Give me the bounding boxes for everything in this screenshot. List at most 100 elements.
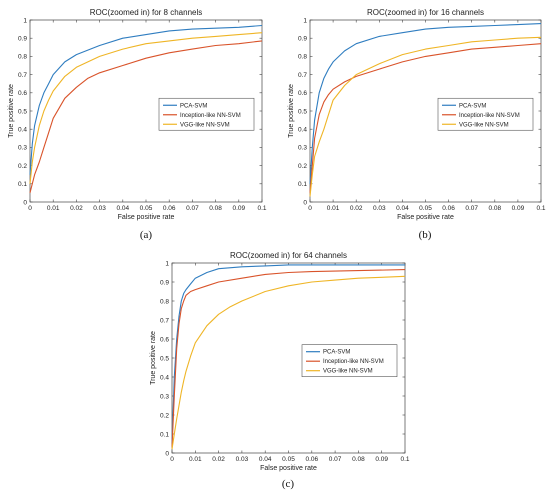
x-tick-label: 0 <box>170 456 174 463</box>
legend-label: VGG-like NN-SVM <box>459 122 509 128</box>
y-tick-label: 0.6 <box>160 336 169 343</box>
series-line-3 <box>29 32 263 184</box>
x-tick-label: 0.06 <box>163 205 176 212</box>
x-tick-label: 0.1 <box>536 205 545 212</box>
series-line-1 <box>309 23 542 184</box>
x-tick-label: 0.01 <box>327 205 340 212</box>
y-tick-label: 0.5 <box>298 108 307 115</box>
x-tick-label: 0.03 <box>93 205 106 212</box>
chart-title: ROC(zoomed in) for 64 channels <box>230 251 347 260</box>
y-tick-label: 0.3 <box>298 145 307 152</box>
y-tick-label: 0.8 <box>160 298 169 305</box>
series-line-2 <box>29 40 263 194</box>
x-axis-label: False positive rate <box>260 465 317 472</box>
series-line-2 <box>309 43 542 193</box>
y-tick-label: 0.2 <box>18 163 27 170</box>
chart-panel-3: ROC(zoomed in) for 64 channels 0 0.01 0.02 0… <box>150 251 410 490</box>
y-tick-label: 0.8 <box>18 54 27 61</box>
x-tick-label: 0.1 <box>257 205 266 212</box>
y-tick-label: 0.4 <box>18 127 27 134</box>
legend-label: VGG-like NN-SVM <box>323 369 373 375</box>
legend-label: VGG-like NN-SVM <box>180 122 230 128</box>
y-tick-label: 0.3 <box>160 393 169 400</box>
y-tick-label: 0 <box>165 450 169 457</box>
series-line-1 <box>29 24 263 175</box>
x-tick-label: 0.04 <box>259 456 272 463</box>
y-axis-label: True positive rate <box>150 331 157 385</box>
x-tick-label: 0.1 <box>400 456 409 463</box>
y-tick-label: 0.1 <box>160 431 169 438</box>
x-tick-label: 0.02 <box>212 456 225 463</box>
x-tick-label: 0.03 <box>236 456 249 463</box>
y-tick-label: 0.9 <box>160 279 169 286</box>
y-axis-label: True positive rate <box>8 84 15 138</box>
x-tick-label: 0 <box>308 205 312 212</box>
x-tick-label: 0.05 <box>282 456 295 463</box>
legend: PCA-SVM Inception-like NN-SVM VGG-like NN-… <box>437 97 534 131</box>
x-tick-label: 0.09 <box>375 456 388 463</box>
panel-caption: (c) <box>282 478 295 490</box>
y-tick-label: 0.7 <box>18 72 27 79</box>
y-tick-label: 0.9 <box>18 36 27 43</box>
x-tick-label: 0.08 <box>352 456 365 463</box>
y-tick-label: 0.6 <box>298 90 307 97</box>
legend-label: Inception-like NN-SVM <box>180 113 241 119</box>
y-tick-label: 0.7 <box>160 317 169 324</box>
x-tick-label: 0.09 <box>512 205 525 212</box>
x-tick-label: 0.01 <box>47 205 60 212</box>
series-line-1 <box>171 264 405 444</box>
x-tick-label: 0.09 <box>232 205 245 212</box>
y-tick-label: 0.6 <box>18 90 27 97</box>
x-axis-label: False positive rate <box>118 214 175 221</box>
x-tick-label: 0.07 <box>186 205 199 212</box>
panel-caption: (b) <box>419 229 432 241</box>
y-tick-label: 0.4 <box>160 374 169 381</box>
y-tick-label: 0.2 <box>160 412 169 419</box>
y-tick-label: 0.5 <box>18 108 27 115</box>
x-tick-label: 0.05 <box>419 205 432 212</box>
x-tick-label: 0.08 <box>488 205 501 212</box>
y-tick-label: 0.1 <box>18 181 27 188</box>
y-tick-label: 1 <box>303 17 307 24</box>
series-line-2 <box>171 269 406 448</box>
legend-label: PCA-SVM <box>459 103 486 109</box>
x-tick-label: 0.06 <box>442 205 455 212</box>
x-axis-label: False positive rate <box>397 214 454 221</box>
x-tick-label: 0.07 <box>329 456 342 463</box>
y-tick-label: 0.9 <box>298 36 307 43</box>
y-tick-label: 0.3 <box>18 145 27 152</box>
y-axis-label: True positive rate <box>288 84 295 138</box>
legend-label: Inception-like NN-SVM <box>459 113 520 119</box>
legend: PCA-SVM Inception-like NN-SVM VGG-like NN-… <box>158 97 255 131</box>
y-tick-label: 1 <box>165 260 169 267</box>
y-tick-label: 0.7 <box>298 72 307 79</box>
y-tick-label: 0 <box>303 199 307 206</box>
legend-label: Inception-like NN-SVM <box>323 359 384 365</box>
chart-panel-2: ROC(zoomed in) for 16 channels 0 0.01 0.02 0… <box>288 8 546 241</box>
chart-title: ROC(zoomed in) for 16 channels <box>367 8 484 17</box>
x-tick-label: 0.03 <box>373 205 386 212</box>
chart-panel-1: ROC(zoomed in) for 8 channels 0 0.01 0.02 0.… <box>8 8 267 241</box>
legend-label: PCA-SVM <box>323 350 350 356</box>
x-tick-label: 0.08 <box>209 205 222 212</box>
chart-title: ROC(zoomed in) for 8 channels <box>90 8 203 17</box>
y-tick-label: 0.2 <box>298 163 307 170</box>
legend: PCA-SVM Inception-like NN-SVM VGG-like NN-… <box>301 344 398 378</box>
y-tick-label: 0.8 <box>298 54 307 61</box>
panel-caption: (a) <box>140 229 153 241</box>
x-tick-label: 0 <box>28 205 32 212</box>
x-tick-label: 0.01 <box>189 456 202 463</box>
x-tick-label: 0.07 <box>465 205 478 212</box>
y-tick-label: 0 <box>23 199 27 206</box>
x-tick-label: 0.04 <box>396 205 409 212</box>
y-tick-label: 0.4 <box>298 127 307 134</box>
x-tick-label: 0.02 <box>70 205 83 212</box>
x-tick-label: 0.06 <box>305 456 318 463</box>
y-tick-label: 1 <box>23 17 27 24</box>
x-tick-label: 0.04 <box>116 205 129 212</box>
x-tick-label: 0.02 <box>350 205 363 212</box>
legend-label: PCA-SVM <box>180 103 207 109</box>
y-tick-label: 0.1 <box>298 181 307 188</box>
y-tick-label: 0.5 <box>160 355 169 362</box>
